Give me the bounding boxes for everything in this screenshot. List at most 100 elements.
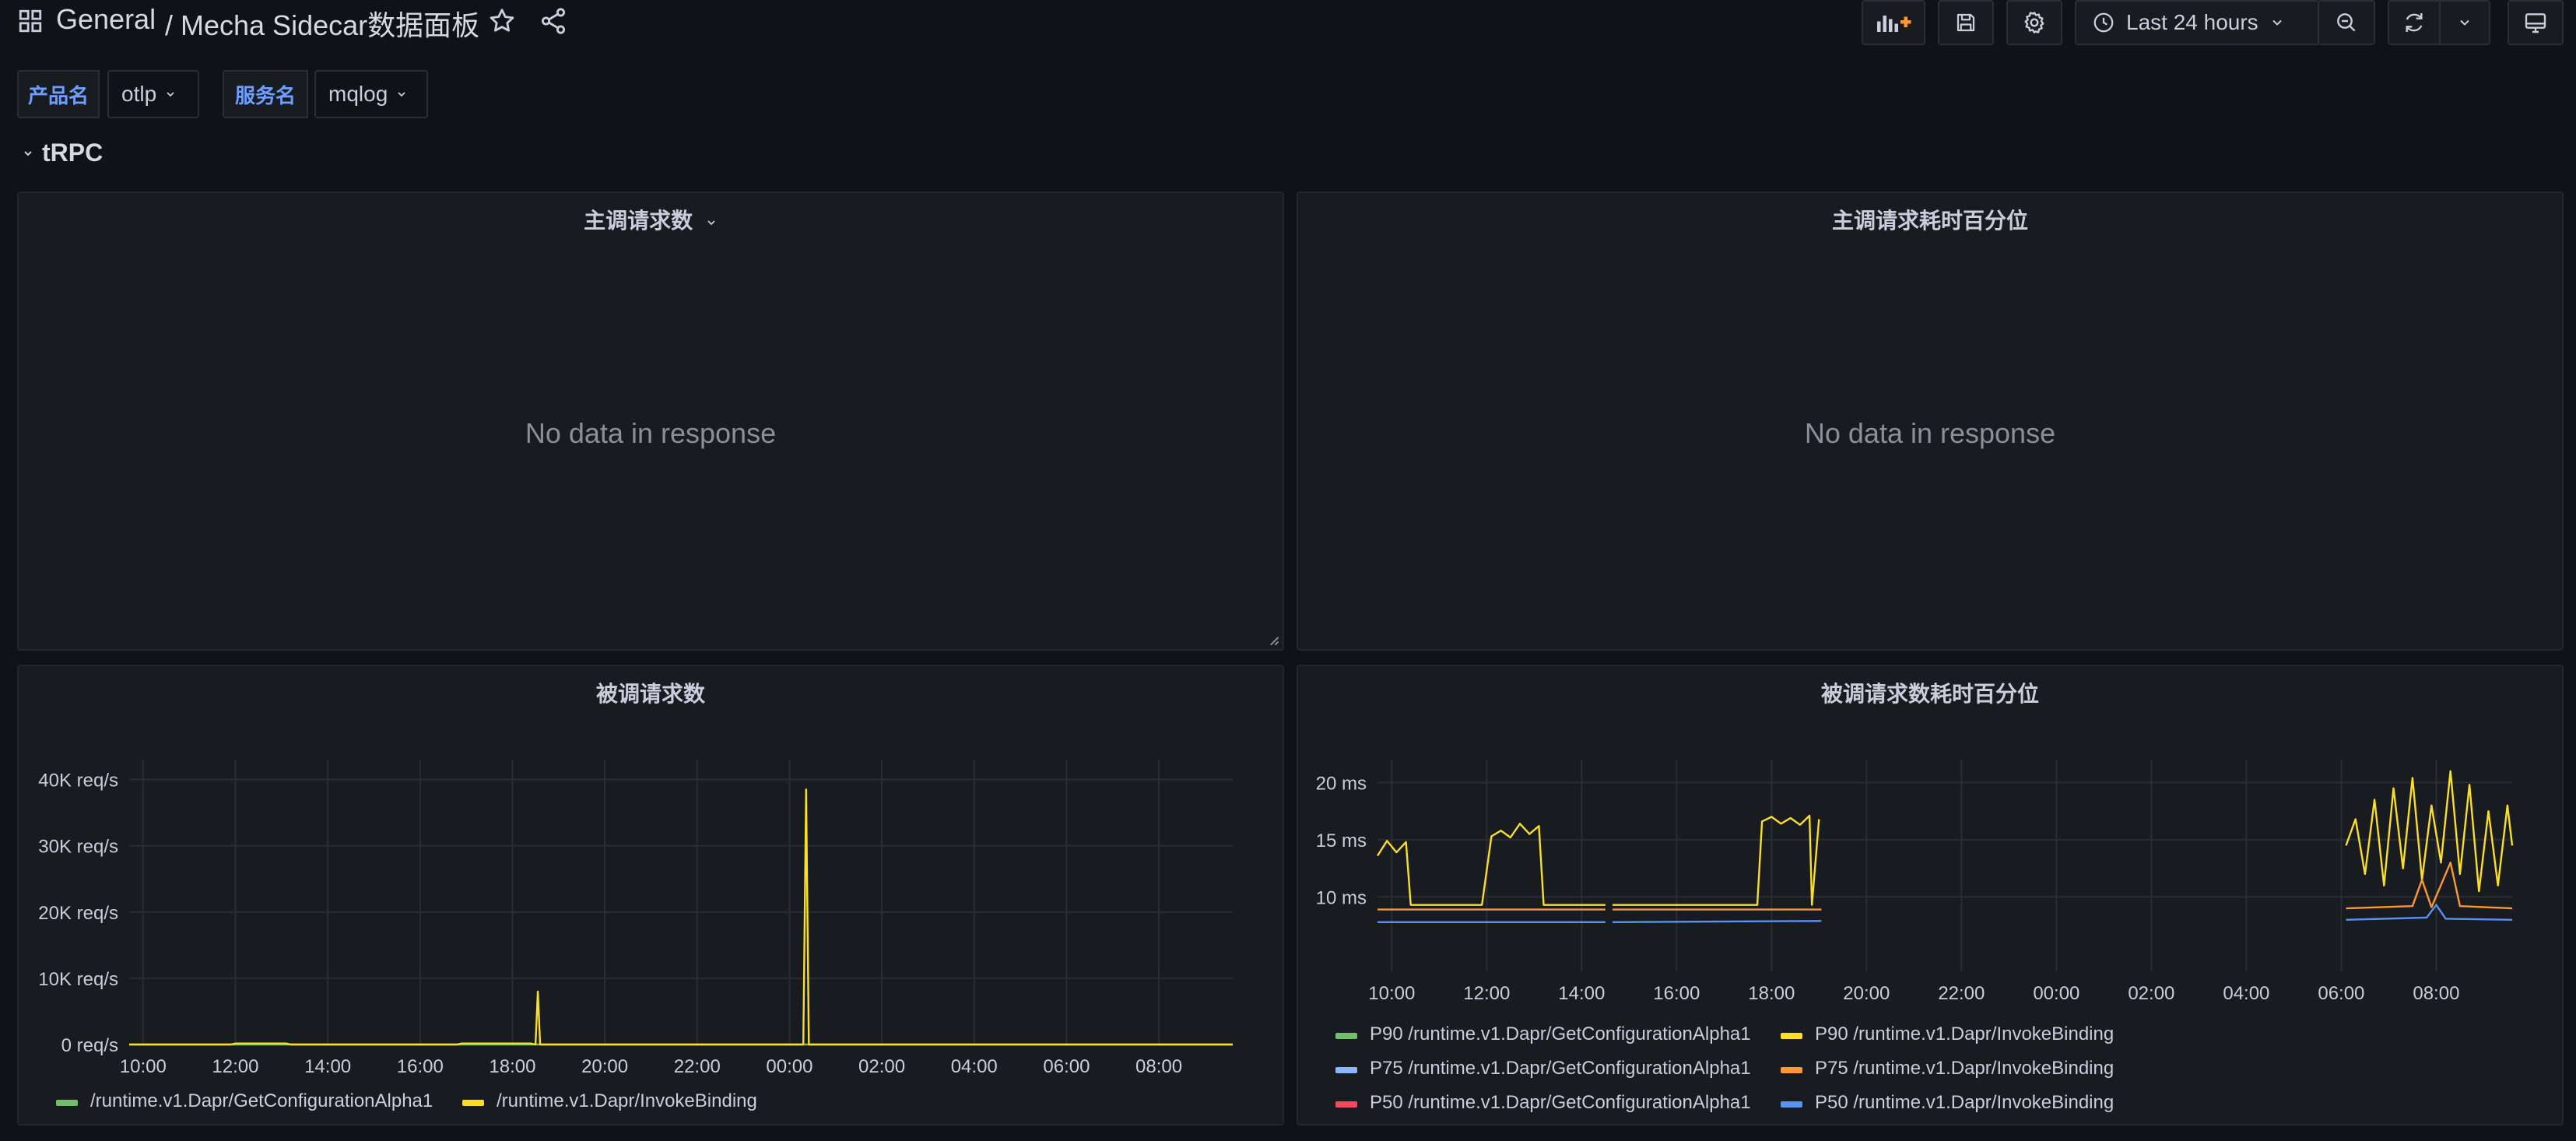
chevron-down-icon bbox=[398, 92, 405, 97]
panel-header-callee-requests[interactable]: 被调请求数 bbox=[19, 677, 1283, 708]
panel-header-caller-latency[interactable]: 主调请求耗时百分位 bbox=[1298, 204, 2562, 235]
legend-item[interactable]: P75 /runtime.v1.Dapr/InvokeBinding bbox=[1815, 1058, 2114, 1079]
legend-swatch bbox=[1335, 1067, 1357, 1073]
x-tick-label: 22:00 bbox=[1938, 983, 1985, 1004]
x-tick-label: 16:00 bbox=[1653, 983, 1700, 1004]
legend-swatch bbox=[56, 1100, 78, 1106]
legend-swatch bbox=[1335, 1101, 1357, 1108]
y-tick-label: 20 ms bbox=[1316, 773, 1367, 794]
legend-item[interactable]: P50 /runtime.v1.Dapr/InvokeBinding bbox=[1815, 1092, 2114, 1113]
zoom-out-button[interactable] bbox=[2318, 0, 2375, 45]
panel-title: 主调请求耗时百分位 bbox=[1831, 209, 2028, 233]
legend-item[interactable]: /runtime.v1.Dapr/GetConfigurationAlpha1 bbox=[90, 1090, 433, 1111]
clock-icon bbox=[2093, 12, 2114, 33]
save-dashboard-button[interactable] bbox=[1938, 0, 1994, 45]
series-line[interactable] bbox=[129, 788, 1233, 1046]
variable-select-product[interactable]: otlp bbox=[107, 70, 199, 118]
x-tick-label: 06:00 bbox=[1043, 1056, 1090, 1077]
x-tick-label: 16:00 bbox=[397, 1056, 444, 1077]
x-tick-label: 20:00 bbox=[1843, 983, 1890, 1004]
legend-swatch bbox=[1781, 1101, 1802, 1108]
legend-item[interactable]: /runtime.v1.Dapr/InvokeBinding bbox=[497, 1090, 757, 1111]
x-tick-label: 20:00 bbox=[581, 1056, 628, 1077]
x-tick-label: 10:00 bbox=[120, 1056, 167, 1077]
x-tick-label: 12:00 bbox=[1463, 983, 1510, 1004]
callee-requests-chart[interactable]: 0 req/s 10K req/s 20K req/s 30K req/s 40K re… bbox=[19, 666, 1286, 1127]
gear-icon bbox=[2024, 12, 2044, 33]
row-title: tRPC bbox=[42, 139, 104, 167]
share-icon[interactable] bbox=[539, 6, 568, 36]
y-tick-label: 40K req/s bbox=[38, 771, 118, 792]
legend-swatch bbox=[1781, 1067, 1802, 1073]
series-line[interactable] bbox=[1376, 770, 2514, 906]
chevron-down-icon bbox=[2272, 19, 2282, 26]
panel-header-callee-latency[interactable]: 被调请求数耗时百分位 bbox=[1298, 677, 2562, 708]
x-tick-label: 02:00 bbox=[2128, 983, 2174, 1004]
refresh-button[interactable] bbox=[2388, 0, 2441, 45]
breadcrumb-general[interactable]: General bbox=[56, 3, 156, 35]
star-icon[interactable] bbox=[487, 6, 517, 36]
dashboard-title: / Mecha Sidecar数据面板 bbox=[165, 9, 480, 41]
legend-swatch bbox=[462, 1100, 484, 1106]
panel-header-caller-requests[interactable]: 主调请求数 bbox=[19, 204, 1283, 235]
chevron-down-icon bbox=[24, 150, 32, 156]
chevron-down-icon bbox=[167, 92, 174, 97]
resize-handle-icon[interactable] bbox=[1269, 635, 1279, 646]
panel-title: 主调请求数 bbox=[584, 209, 693, 233]
x-tick-label: 00:00 bbox=[2033, 983, 2079, 1004]
time-range-picker[interactable]: Last 24 hours bbox=[2075, 0, 2319, 45]
callee-latency-chart[interactable]: 10 ms 15 ms 20 ms 10:00 12:00 14:00 16:00 18:00… bbox=[1298, 666, 2565, 1127]
x-tick-label: 06:00 bbox=[2318, 983, 2364, 1004]
y-tick-label: 0 req/s bbox=[61, 1035, 118, 1056]
row-toggle-trpc[interactable]: tRPC bbox=[22, 139, 103, 167]
panel-caller-requests: 主调请求数 No data in response bbox=[17, 191, 1284, 651]
panel-caller-latency: 主调请求耗时百分位 No data in response bbox=[1297, 191, 2564, 651]
series-line[interactable] bbox=[1377, 904, 2513, 923]
add-panel-icon bbox=[1877, 16, 1911, 32]
x-tick-label: 18:00 bbox=[1748, 983, 1795, 1004]
variable-label-product: 产品名 bbox=[17, 70, 100, 118]
x-tick-label: 00:00 bbox=[766, 1056, 812, 1077]
top-navbar: General / Mecha Sidecar数据面板 Last 24 hour… bbox=[0, 0, 2576, 47]
variable-value-service: mqlog bbox=[328, 82, 388, 106]
y-tick-label: 30K req/s bbox=[38, 837, 118, 858]
variable-label-service: 服务名 bbox=[223, 70, 308, 118]
x-tick-label: 04:00 bbox=[951, 1056, 998, 1077]
variable-value-product: otlp bbox=[121, 82, 157, 106]
panel-callee-requests: 被调请求数 0 req/s 10K req/s 20K req/s 30K req/s… bbox=[17, 665, 1284, 1125]
y-tick-label: 10 ms bbox=[1316, 887, 1367, 908]
zoom-out-icon bbox=[2337, 13, 2356, 32]
x-tick-label: 10:00 bbox=[1368, 983, 1415, 1004]
x-tick-label: 04:00 bbox=[2223, 983, 2269, 1004]
no-data-message: No data in response bbox=[525, 417, 777, 449]
refresh-icon bbox=[2406, 13, 2423, 32]
tv-mode-button[interactable] bbox=[2508, 0, 2564, 45]
series-line[interactable] bbox=[1377, 862, 2513, 911]
panel-callee-latency: 被调请求数耗时百分位 10 ms 15 ms 20 ms 10:00 12:00 14:0… bbox=[1297, 665, 2564, 1125]
refresh-interval-dropdown[interactable] bbox=[2439, 0, 2490, 45]
add-panel-button[interactable] bbox=[1862, 0, 1925, 45]
x-tick-label: 14:00 bbox=[1558, 983, 1605, 1004]
x-tick-label: 12:00 bbox=[212, 1056, 258, 1077]
dashboard-settings-button[interactable] bbox=[2006, 0, 2062, 45]
x-tick-label: 02:00 bbox=[858, 1056, 905, 1077]
x-tick-label: 08:00 bbox=[1135, 1056, 1182, 1077]
legend-item[interactable]: P90 /runtime.v1.Dapr/GetConfigurationAlp… bbox=[1370, 1023, 1751, 1044]
apps-grid-icon[interactable] bbox=[17, 8, 44, 34]
x-tick-label: 14:00 bbox=[304, 1056, 351, 1077]
legend-item[interactable]: P75 /runtime.v1.Dapr/GetConfigurationAlp… bbox=[1370, 1058, 1751, 1079]
save-icon bbox=[1957, 13, 1975, 32]
no-data-message: No data in response bbox=[1804, 417, 2056, 449]
y-tick-label: 10K req/s bbox=[38, 969, 118, 990]
monitor-icon bbox=[2525, 13, 2546, 33]
legend-item[interactable]: P50 /runtime.v1.Dapr/GetConfigurationAlp… bbox=[1370, 1092, 1751, 1113]
legend-swatch bbox=[1781, 1033, 1802, 1039]
legend-item[interactable]: P90 /runtime.v1.Dapr/InvokeBinding bbox=[1815, 1023, 2114, 1044]
chevron-down-icon bbox=[707, 219, 715, 225]
x-tick-label: 18:00 bbox=[489, 1056, 535, 1077]
x-tick-label: 08:00 bbox=[2413, 983, 2459, 1004]
legend-swatch bbox=[1335, 1033, 1357, 1039]
panel-title: 被调请求数耗时百分位 bbox=[1820, 682, 2039, 706]
y-tick-label: 20K req/s bbox=[38, 903, 118, 924]
variable-select-service[interactable]: mqlog bbox=[314, 70, 428, 118]
